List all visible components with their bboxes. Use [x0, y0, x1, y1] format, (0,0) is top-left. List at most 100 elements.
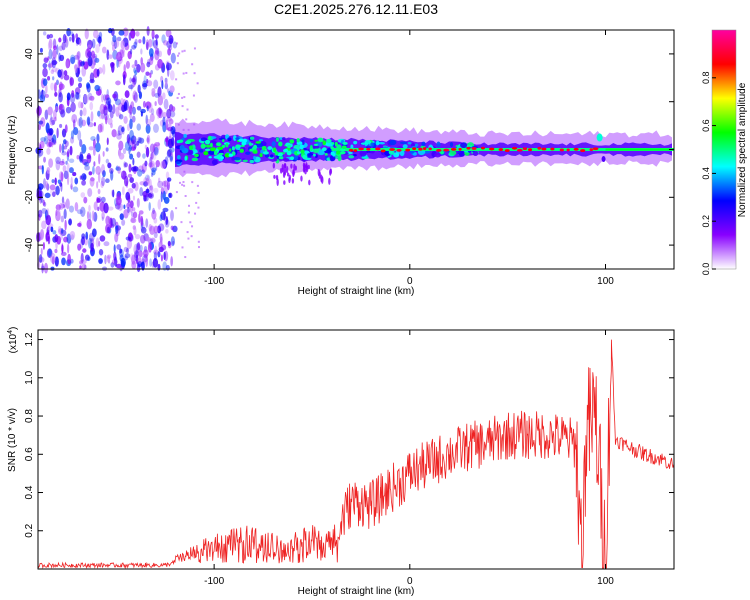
spectrogram-noise: [35, 26, 201, 274]
spectrogram-noise-mark: [123, 246, 129, 253]
spectrogram-band-blob: [272, 162, 276, 169]
spectrogram-noise-mark: [148, 201, 151, 211]
spectrogram-noise-mark: [54, 91, 58, 97]
spectrogram-noise-mark: [45, 233, 48, 243]
spectrogram-noise-mark: [87, 56, 93, 67]
spectrogram-noise-mark: [99, 235, 106, 242]
spectrogram-noise-mark: [118, 152, 125, 160]
spectrogram-noise-mark: [140, 226, 147, 234]
spectrogram-noise-mark: [119, 265, 123, 272]
spectrogram-noise-mark: [47, 75, 51, 81]
spectrogram-noise-mark: [110, 170, 114, 181]
spectrogram-noise-mark: [74, 91, 80, 100]
spectrogram-noise-mark: [162, 40, 168, 46]
spectrogram-noise-mark: [142, 82, 148, 88]
spectrogram-band-blob: [248, 142, 253, 146]
spectrogram-band-blob: [281, 163, 285, 170]
spectrogram-noise-mark: [99, 122, 105, 133]
spectrogram-core-blob: [231, 146, 235, 151]
spectrogram-band-blob: [458, 150, 465, 157]
spectrogram-core-blob: [204, 139, 211, 145]
spectrogram-noise-mark: [47, 235, 51, 245]
spectrogram-noise-mark: [134, 252, 138, 262]
spectrogram-noise-mark: [61, 158, 65, 164]
spectrogram-noise-mark: [132, 157, 135, 166]
spectrogram-noise-mark: [54, 234, 59, 243]
spectrogram-noise-mark: [51, 119, 56, 126]
spectrogram-core-blob: [218, 152, 224, 155]
spectrogram-band-blob: [320, 174, 323, 183]
spectrogram-noise-mark: [135, 31, 140, 37]
spectrogram-noise-mark: [101, 176, 106, 187]
spectrogram-band-blob: [311, 145, 320, 149]
spectrogram-noise-mark: [132, 225, 136, 230]
snr-x-tick-label: 0: [407, 576, 413, 587]
spectrogram-noise-mark: [154, 245, 158, 255]
spectrogram-noise-mark: [192, 94, 195, 97]
spectrogram-core-peak: [396, 148, 402, 152]
spectrogram-noise-mark: [36, 106, 42, 116]
spectrogram-noise-mark: [153, 225, 159, 234]
spectrogram-noise-mark: [176, 96, 179, 99]
spectrogram-noise-mark: [154, 92, 160, 98]
spectrogram-band-blob: [271, 141, 276, 147]
spectrogram-band-blob: [233, 156, 241, 161]
spectrogram-band-blob: [291, 178, 295, 184]
spectrogram-core-blob: [200, 141, 205, 144]
spectrogram-band-blob: [283, 180, 286, 185]
spectrogram-noise-mark: [180, 221, 183, 224]
spectrogram-noise-mark: [60, 171, 64, 183]
spectrogram-core-peak: [481, 146, 485, 150]
spectrogram-noise-mark: [96, 197, 101, 203]
spectrogram-noise-mark: [50, 114, 53, 123]
spectrogram-noise-mark: [44, 192, 51, 199]
spectrogram-band-blob: [317, 168, 321, 177]
spectrogram-noise-mark: [146, 41, 149, 51]
spectrogram-noise-mark: [145, 218, 149, 228]
spectrogram-noise-mark: [58, 83, 65, 90]
spectrogram-noise-mark: [90, 177, 95, 182]
spectrogram-y-tick-label: 0: [24, 146, 35, 152]
spectrogram-core-blob: [313, 153, 316, 157]
spectrogram-noise-mark: [126, 133, 131, 144]
spectrogram-core-peak: [592, 147, 599, 151]
spectrogram-noise-mark: [54, 248, 58, 254]
spectrogram-core-peak: [366, 147, 371, 151]
spectrogram-noise-mark: [91, 38, 96, 49]
spectrogram-core-blob: [204, 148, 211, 152]
spectrogram-noise-mark: [111, 44, 116, 52]
spectrogram-noise-mark: [84, 254, 90, 261]
spectrogram-noise-mark: [171, 137, 175, 147]
spectrogram-noise-mark: [149, 156, 153, 168]
spectrogram-noise-mark: [115, 166, 122, 171]
spectrogram-noise-mark: [64, 124, 68, 133]
spectrogram-core-blob: [334, 142, 338, 147]
spectrogram-noise-mark: [63, 139, 67, 145]
spectrogram-noise-mark: [125, 236, 132, 241]
spectrogram-noise-mark: [149, 113, 155, 123]
spectrogram-noise-mark: [48, 139, 52, 148]
spectrogram-noise-mark: [113, 244, 116, 253]
spectrogram-noise-mark: [98, 114, 105, 119]
spectrogram-noise-mark: [191, 225, 194, 228]
spectrogram-noise-mark: [166, 40, 172, 49]
spectrogram-noise-mark: [165, 119, 169, 131]
spectrogram-noise-mark: [73, 126, 79, 136]
spectrogram-noise-mark: [167, 240, 171, 247]
spectrogram-band-blob: [198, 149, 204, 153]
spectrogram-core-peak: [550, 147, 555, 151]
spectrogram-noise-mark: [135, 254, 139, 265]
spectrogram-noise-mark: [134, 143, 137, 149]
spectrogram-noise-mark: [51, 66, 58, 73]
spectrogram-y-tick-label: -20: [24, 190, 35, 205]
spectrogram-noise-mark: [106, 97, 112, 106]
spectrogram-core-blob: [277, 152, 283, 157]
spectrogram-core-blob: [184, 156, 188, 161]
spectrogram-noise-mark: [188, 204, 191, 207]
spectrogram-noise-mark: [70, 31, 74, 37]
spectrogram-noise-mark: [151, 209, 157, 220]
spectrogram-noise-mark: [129, 177, 134, 183]
spectrogram-y-tick-label: -40: [24, 237, 35, 252]
spectrogram-noise-mark: [94, 84, 100, 92]
spectrogram-core-peak: [428, 147, 432, 151]
